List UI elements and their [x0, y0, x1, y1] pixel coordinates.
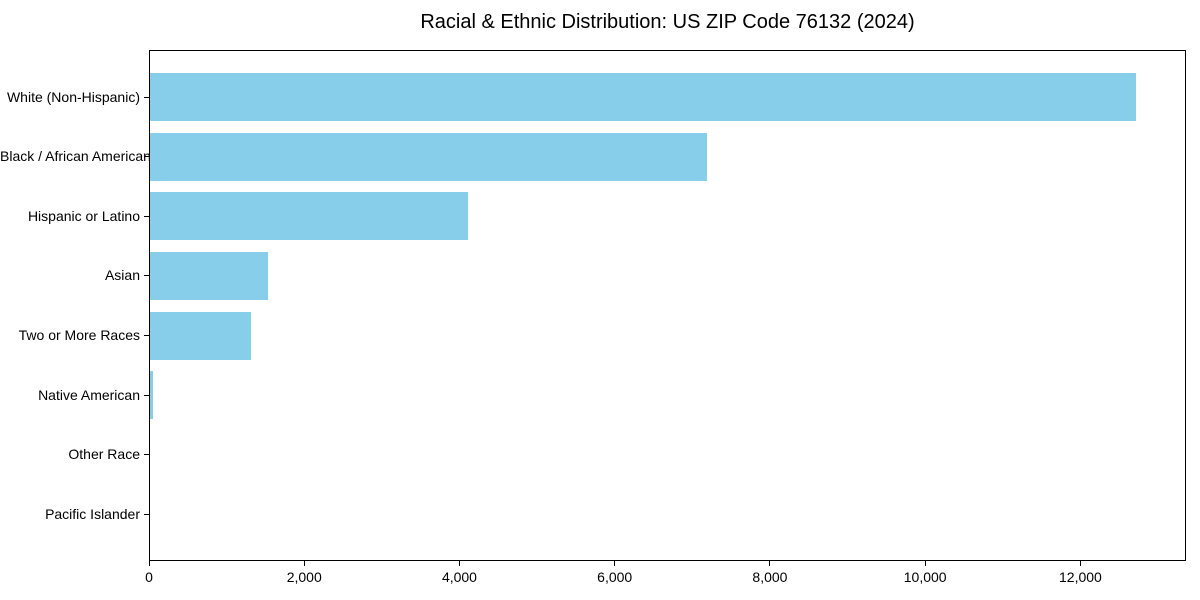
x-axis-tick — [769, 561, 771, 566]
chart-title: Racial & Ethnic Distribution: US ZIP Cod… — [420, 11, 915, 33]
y-axis-tick — [144, 394, 149, 396]
bar — [150, 251, 268, 300]
y-axis-tick — [144, 335, 149, 337]
category-label: Two or More Races — [18, 327, 140, 344]
x-axis-tick-label: 12,000 — [1059, 569, 1102, 585]
bar — [150, 371, 153, 420]
bar — [150, 311, 251, 360]
category-label: Other Race — [68, 446, 140, 463]
x-axis-tick — [924, 561, 926, 566]
category-label: White (Non-Hispanic) — [6, 88, 140, 105]
plot-area — [149, 50, 1186, 561]
bar — [150, 132, 708, 181]
category-label: Asian — [104, 267, 140, 284]
x-axis-tick — [303, 561, 305, 566]
y-axis-tick — [144, 514, 149, 516]
x-axis-tick-label: 6,000 — [597, 569, 633, 585]
category-label: Black / African American — [0, 148, 151, 165]
category-label: Hispanic or Latino — [27, 207, 140, 224]
x-axis-tick — [458, 561, 460, 566]
x-axis-tick — [148, 561, 150, 566]
y-axis-tick — [144, 275, 149, 277]
y-axis-tick — [144, 215, 149, 217]
x-axis-tick-label: 2,000 — [286, 569, 322, 585]
bar — [150, 192, 469, 241]
x-axis-tick — [1079, 561, 1081, 566]
x-axis-tick-label: 8,000 — [752, 569, 788, 585]
y-axis-tick — [144, 454, 149, 456]
bar — [150, 73, 1137, 121]
y-axis-tick — [144, 156, 149, 158]
category-label: Pacific Islander — [45, 506, 140, 523]
x-axis-tick — [614, 561, 616, 566]
x-axis-tick-label: 0 — [145, 569, 153, 585]
y-axis-tick — [144, 96, 149, 98]
x-axis-tick-label: 10,000 — [903, 569, 947, 585]
category-label: Native American — [38, 386, 140, 403]
x-axis-tick-label: 4,000 — [441, 569, 477, 585]
